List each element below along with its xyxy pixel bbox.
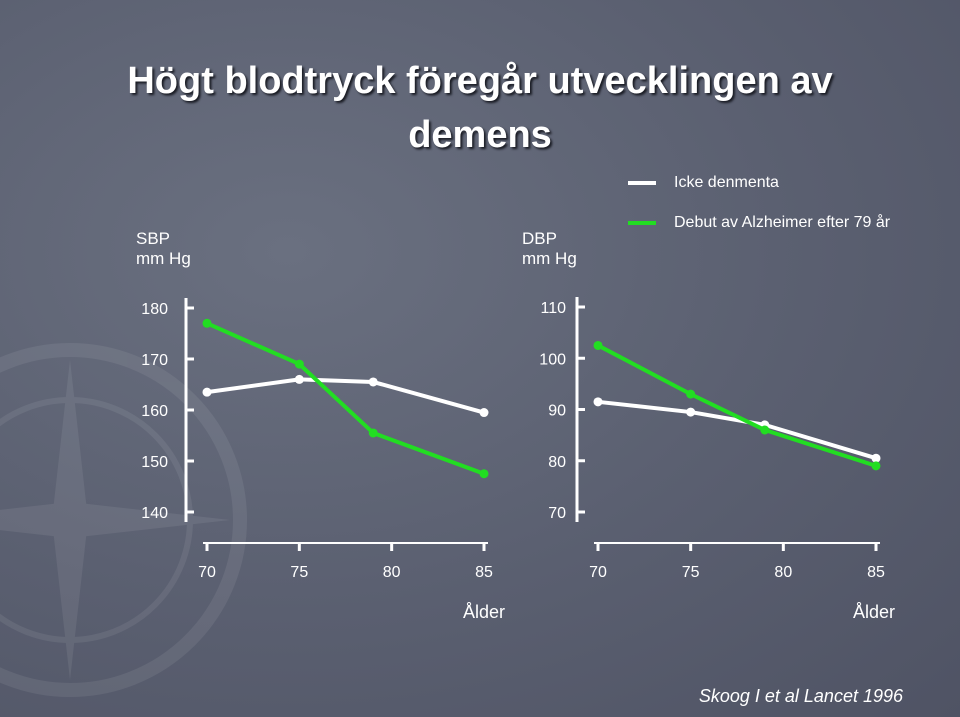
data-point bbox=[369, 377, 378, 386]
data-point bbox=[872, 461, 881, 470]
dbp-chart: 70 80 90 100 110 70 75 80 85 Ålder bbox=[539, 297, 895, 622]
y-tick-label: 150 bbox=[141, 454, 168, 471]
data-point bbox=[295, 360, 304, 369]
y-tick-label: 70 bbox=[548, 505, 566, 522]
y-tick-label: 110 bbox=[540, 300, 566, 317]
y-tick-label: 160 bbox=[141, 403, 168, 420]
y-tick-label: 80 bbox=[548, 454, 566, 471]
sbp-chart: 140 150 160 170 180 70 75 80 85 Ålder bbox=[141, 298, 505, 622]
x-tick-label: 75 bbox=[290, 564, 308, 581]
x-axis-label: Ålder bbox=[463, 602, 505, 622]
data-point bbox=[594, 397, 603, 406]
x-tick-label: 75 bbox=[682, 564, 700, 581]
series-line-1 bbox=[207, 323, 484, 473]
y-tick-label: 100 bbox=[539, 351, 566, 368]
data-point bbox=[295, 375, 304, 384]
data-point bbox=[686, 408, 695, 417]
x-tick-label: 85 bbox=[867, 564, 885, 581]
data-point bbox=[594, 341, 603, 350]
data-point bbox=[686, 390, 695, 399]
data-point bbox=[203, 319, 212, 328]
y-tick-label: 90 bbox=[548, 403, 566, 420]
x-axis-label: Ålder bbox=[853, 602, 895, 622]
data-point bbox=[760, 426, 769, 435]
data-point bbox=[872, 454, 881, 463]
y-tick-label: 170 bbox=[141, 352, 168, 369]
data-point bbox=[369, 428, 378, 437]
y-tick-label: 180 bbox=[141, 301, 168, 318]
data-point bbox=[480, 469, 489, 478]
x-tick-label: 70 bbox=[198, 564, 216, 581]
x-tick-label: 80 bbox=[383, 564, 401, 581]
data-point bbox=[480, 408, 489, 417]
series-line-0 bbox=[598, 402, 876, 458]
x-tick-label: 70 bbox=[589, 564, 607, 581]
y-tick-label: 140 bbox=[141, 505, 168, 522]
compass-watermark bbox=[0, 350, 240, 690]
x-tick-label: 85 bbox=[475, 564, 493, 581]
citation: Skoog I et al Lancet 1996 bbox=[699, 686, 903, 707]
x-tick-label: 80 bbox=[774, 564, 792, 581]
data-point bbox=[203, 388, 212, 397]
